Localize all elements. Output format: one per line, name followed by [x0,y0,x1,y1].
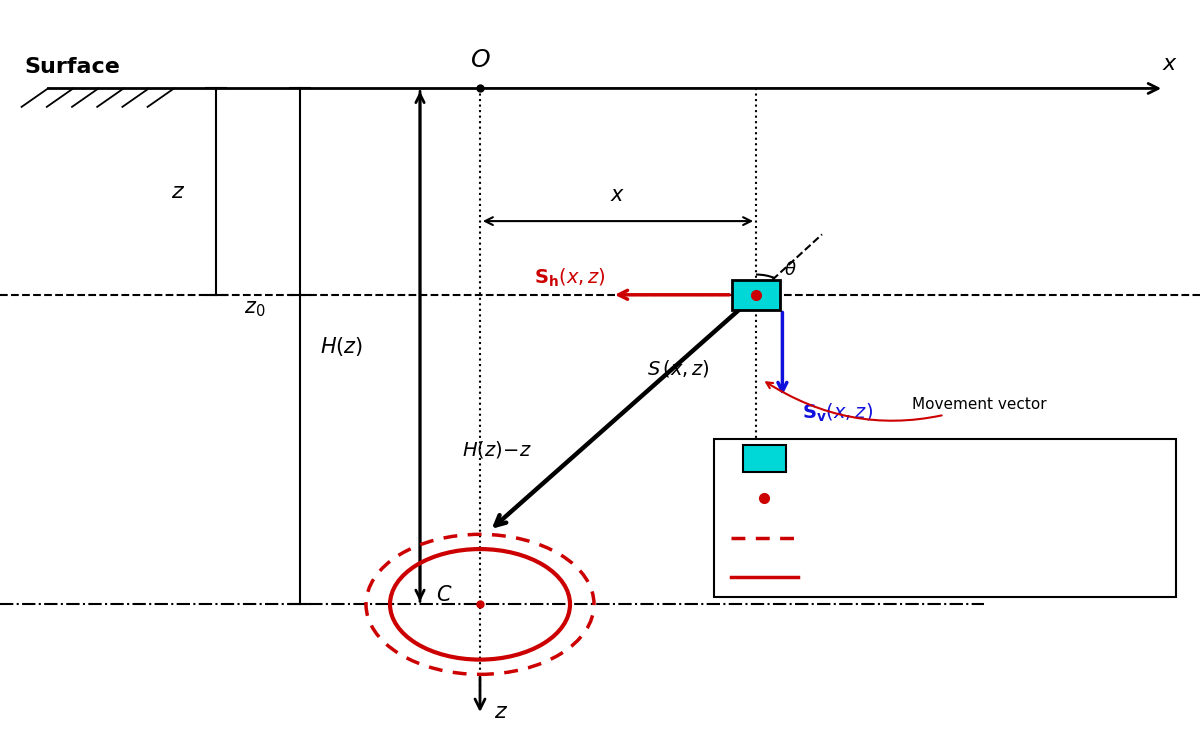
Text: $\mathbf{S_h}(x,z)$: $\mathbf{S_h}(x,z)$ [534,267,606,289]
FancyBboxPatch shape [714,439,1176,597]
Text: $\mathit{Oriented\ point}$: $\mathit{Oriented\ point}$ [816,487,938,509]
Text: $\mathit{O}$: $\mathit{O}$ [469,48,491,72]
Text: $\mathit{Excavation\ section\ of\ tunnel}$: $\mathit{Excavation\ section\ of\ tunnel… [816,528,1055,547]
Text: $\theta$: $\theta$ [784,261,797,279]
Text: Surface: Surface [24,57,120,77]
Text: $z$: $z$ [494,701,509,723]
Text: $z_0$: $z_0$ [244,300,265,319]
Text: $H(z)\!-\!z$: $H(z)\!-\!z$ [462,439,533,460]
Text: $\mathit{Soil\ element}$: $\mathit{Soil\ element}$ [816,450,923,467]
Text: $H(z)$: $H(z)$ [320,335,364,358]
Text: $\mathbf{S_v}(x,z)$: $\mathbf{S_v}(x,z)$ [802,402,872,424]
Text: $z$: $z$ [170,181,185,203]
Text: $C$: $C$ [436,585,452,606]
Text: $x$: $x$ [611,186,625,205]
Text: $x$: $x$ [1162,53,1178,75]
Text: $S\,(x,z)$: $S\,(x,z)$ [647,358,709,379]
FancyBboxPatch shape [732,280,780,310]
FancyBboxPatch shape [743,445,786,472]
Text: Movement vector: Movement vector [767,383,1046,421]
Text: $\mathit{Final\ section\ of\ lining}$: $\mathit{Final\ section\ of\ lining}$ [816,566,995,588]
